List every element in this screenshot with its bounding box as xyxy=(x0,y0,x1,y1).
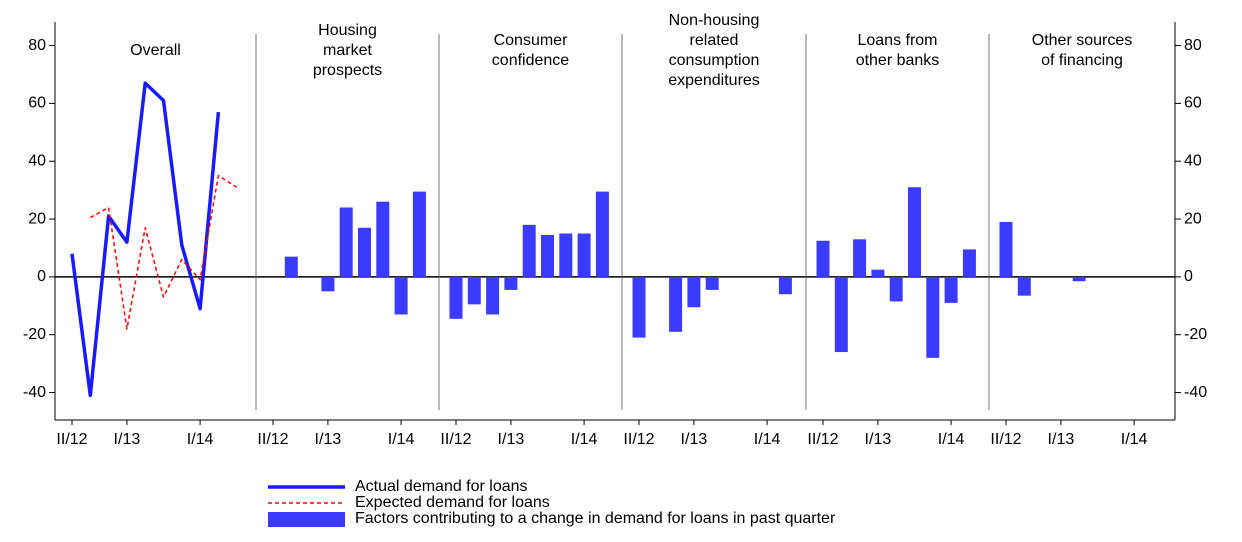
panel-title: Loans from xyxy=(857,32,937,49)
x-tick-label: I/13 xyxy=(498,431,525,448)
bar xyxy=(376,201,390,277)
bar xyxy=(321,276,335,292)
x-tick-label: II/12 xyxy=(440,431,471,448)
x-tick-label: I/13 xyxy=(315,431,342,448)
panel-title: Housing xyxy=(318,22,377,39)
x-tick-label: I/13 xyxy=(865,431,892,448)
panel-title: expenditures xyxy=(668,72,760,89)
panel-title: Overall xyxy=(130,42,181,59)
panel-title: other banks xyxy=(856,52,940,69)
y-tick-label: 20 xyxy=(28,210,46,227)
y2-tick-label: -40 xyxy=(1184,384,1207,401)
legend-label: Factors contributing to a change in dema… xyxy=(355,510,836,527)
y-tick-label: -20 xyxy=(23,326,46,343)
bar xyxy=(541,234,554,277)
bar xyxy=(705,276,719,290)
bar xyxy=(1017,276,1031,296)
y2-tick-label: 20 xyxy=(1184,210,1202,227)
y-tick-label: -40 xyxy=(23,384,46,401)
bar xyxy=(577,233,591,277)
bar xyxy=(559,233,573,277)
bar xyxy=(908,187,921,277)
bar xyxy=(999,221,1013,277)
x-tick-label: I/14 xyxy=(1121,431,1148,448)
bar xyxy=(595,191,609,277)
bar xyxy=(871,269,885,277)
y2-tick-label: 0 xyxy=(1184,268,1193,285)
bar xyxy=(687,276,701,308)
bar xyxy=(358,227,371,277)
bar xyxy=(853,239,867,277)
panel-title: Consumer xyxy=(494,32,568,49)
panel-title: related xyxy=(690,32,739,49)
x-tick-label: II/12 xyxy=(623,431,654,448)
x-tick-label: I/14 xyxy=(938,431,965,448)
x-tick-label: I/14 xyxy=(388,431,415,448)
bar xyxy=(962,249,976,277)
bar xyxy=(486,276,500,315)
panel-title: of financing xyxy=(1041,52,1123,69)
bar xyxy=(449,276,463,319)
bar xyxy=(632,276,646,338)
y2-tick-label: -20 xyxy=(1184,326,1207,343)
x-tick-label: I/13 xyxy=(1048,431,1075,448)
bar xyxy=(816,240,830,277)
y-tick-label: 40 xyxy=(28,152,46,169)
bar xyxy=(339,207,353,277)
panel-title: consumption xyxy=(669,52,760,69)
panel-title: Other sources xyxy=(1032,32,1132,49)
y2-tick-label: 40 xyxy=(1184,152,1202,169)
bar xyxy=(834,276,848,353)
x-tick-label: I/14 xyxy=(571,431,598,448)
bar xyxy=(394,276,408,315)
x-tick-label: I/13 xyxy=(114,431,141,448)
x-tick-label: II/12 xyxy=(990,431,1021,448)
x-tick-label: II/12 xyxy=(807,431,838,448)
bar xyxy=(778,276,792,295)
bar xyxy=(669,276,683,332)
x-tick-label: I/13 xyxy=(681,431,708,448)
bar xyxy=(522,224,536,277)
y-tick-label: 0 xyxy=(37,268,46,285)
bar xyxy=(944,276,958,303)
legend-swatch xyxy=(268,512,345,527)
panel-title: confidence xyxy=(492,52,569,69)
legend-label: Actual demand for loans xyxy=(355,478,528,495)
bar xyxy=(889,276,903,302)
y2-tick-label: 60 xyxy=(1184,95,1202,112)
bar xyxy=(467,276,481,305)
x-tick-label: II/12 xyxy=(257,431,288,448)
panel-title: market xyxy=(323,42,372,59)
bar xyxy=(284,256,298,277)
line-series xyxy=(70,81,221,398)
y-tick-label: 80 xyxy=(28,37,46,54)
bar xyxy=(412,191,426,277)
legend-label: Expected demand for loans xyxy=(355,494,550,511)
bar xyxy=(926,276,940,358)
x-tick-label: II/12 xyxy=(56,431,87,448)
line-series xyxy=(89,174,238,330)
x-tick-label: I/14 xyxy=(754,431,781,448)
bar xyxy=(1072,276,1086,282)
y-tick-label: 60 xyxy=(28,95,46,112)
x-tick-label: I/14 xyxy=(187,431,214,448)
bar xyxy=(504,276,518,290)
y2-tick-label: 80 xyxy=(1184,37,1202,54)
panel-title: prospects xyxy=(313,62,382,79)
panel-title: Non-housing xyxy=(669,12,760,29)
